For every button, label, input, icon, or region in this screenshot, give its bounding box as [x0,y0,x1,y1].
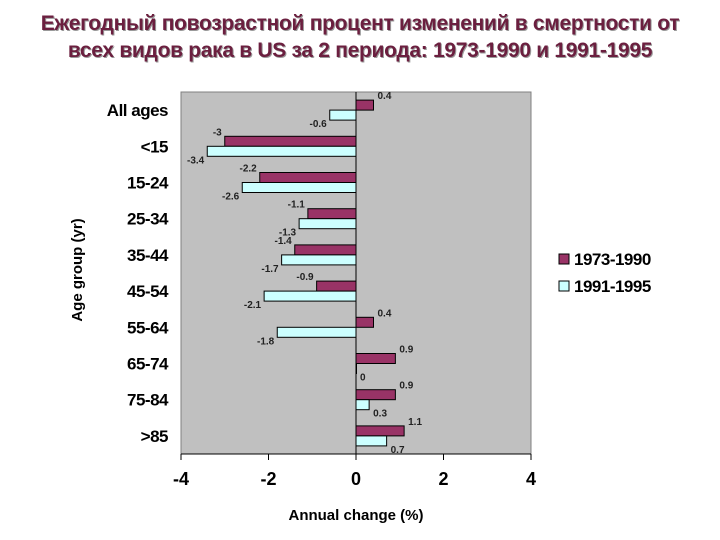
data-label: 0.9 [399,345,413,356]
legend-swatch-1973-1990 [558,253,570,265]
category-label: 15-24 [127,174,169,193]
x-tick-label: -2 [260,469,276,489]
y-axis-title: Age group (yr) [69,218,86,321]
category-label: 25-34 [127,210,169,229]
bar-1991-1995 [329,109,357,121]
legend-box [549,243,679,299]
data-label: -0.6 [310,119,328,130]
legend-label-1973-1990: 1973-1990 [574,250,651,269]
bar-1973-1990 [355,389,396,401]
bar-1991-1995 [241,182,357,193]
x-axis-title: Annual change (%) [288,507,423,524]
chart-title: Ежегодный повозрастной процент изменений… [40,12,680,62]
category-label: >85 [141,427,168,446]
x-tick-label: 4 [526,469,536,489]
bar-1991-1995 [206,145,357,157]
data-label: 0.4 [378,308,392,319]
bar-1973-1990 [355,99,374,111]
bar-1991-1995 [298,218,357,230]
data-label: -1.7 [261,264,279,275]
data-label: -3 [213,127,222,138]
legend: 1973-1990 1991-1995 [549,243,679,299]
data-label: 0.7 [391,445,405,456]
legend-label-1991-1995: 1991-1995 [574,277,651,296]
data-label: -2.1 [244,300,262,311]
data-label: 0 [360,373,366,384]
legend-swatch-1991-1995 [558,280,570,292]
category-label: 65-74 [127,355,169,374]
category-label: 55-64 [127,318,169,337]
bar-1973-1990 [355,425,405,437]
data-label: 0.4 [378,91,392,102]
bar-1991-1995 [276,326,357,338]
data-label: -1.8 [257,336,275,347]
data-label: -3.4 [187,155,205,166]
bar-1973-1990 [259,172,357,183]
category-label: 45-54 [127,282,169,301]
x-tick-label: -4 [173,469,189,489]
bar-1973-1990 [355,353,396,364]
category-label: 75-84 [127,391,169,410]
bar-1973-1990 [294,244,357,256]
data-label: 1.1 [408,417,422,428]
data-label: -0.9 [296,272,314,283]
data-label: -1.3 [279,228,297,239]
bar-1991-1995 [355,399,370,411]
data-label: -1.1 [288,200,306,211]
data-label: -2.6 [222,192,240,203]
data-label: 0.3 [373,409,387,420]
x-tick-label: 2 [438,469,448,489]
data-label: -2.2 [240,164,258,175]
bar-1973-1990 [224,135,357,147]
x-tick-label: 0 [351,469,361,489]
bar-1973-1990 [316,280,357,292]
bar-1991-1995 [263,290,357,302]
bar-1973-1990 [307,208,357,220]
data-label: -1.4 [275,236,293,247]
bar-1991-1995 [355,435,388,447]
category-label: 35-44 [127,246,169,265]
category-label: All ages [107,101,168,120]
category-label: <15 [141,137,168,156]
data-label: 0.9 [399,381,413,392]
bar-1991-1995 [281,254,357,266]
bar-1973-1990 [355,316,374,328]
